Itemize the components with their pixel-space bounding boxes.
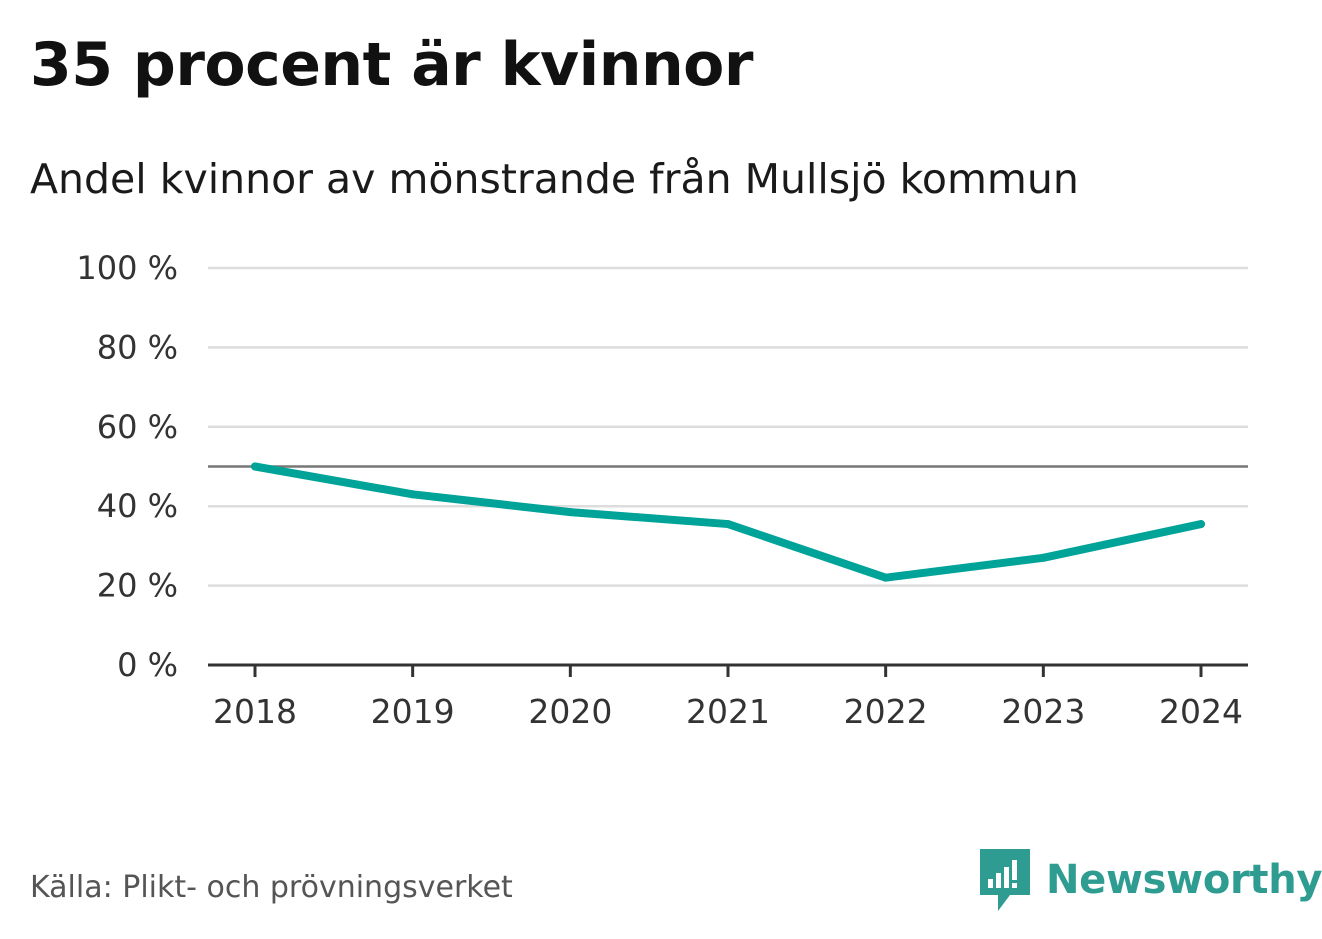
x-tick-label: 2019: [371, 692, 455, 731]
series-group: [251, 462, 1205, 582]
x-tick-label: 2021: [686, 692, 770, 731]
x-tick-label: 2022: [844, 692, 928, 731]
data-point: [881, 573, 890, 582]
brand-name: Newsworthy: [1046, 857, 1322, 903]
data-point: [1039, 553, 1048, 562]
source-note: Källa: Plikt- och prövningsverket: [30, 870, 513, 905]
axis-group: 0 % 20 % 40 % 60 % 80 % 100 % 2018 2019 2020 2021…: [76, 249, 1248, 731]
y-tick-label: 60 %: [97, 408, 178, 446]
newsworthy-logo-icon: [980, 849, 1030, 911]
y-tick-label: 100 %: [76, 249, 178, 287]
y-tick-label: 40 %: [97, 487, 178, 525]
y-tick-label: 0 %: [117, 646, 178, 684]
data-point: [251, 462, 259, 471]
y-tick-label: 20 %: [97, 567, 178, 605]
x-tick-label: 2024: [1159, 692, 1243, 731]
data-point: [1197, 520, 1205, 529]
x-tick-label: 2018: [213, 692, 297, 731]
x-tick-label: 2023: [1001, 692, 1085, 731]
chart-subtitle: Andel kvinnor av mönstrande från Mullsjö…: [30, 155, 1079, 203]
brand-logo: Newsworthy: [980, 848, 1322, 912]
grid-lines: [208, 266, 1248, 587]
y-tick-label: 80 %: [97, 328, 178, 366]
data-point: [566, 508, 575, 517]
chart-title: 35 procent är kvinnor: [30, 30, 753, 100]
data-point: [408, 490, 417, 499]
data-point: [724, 520, 732, 529]
x-tick-label: 2020: [528, 692, 612, 731]
